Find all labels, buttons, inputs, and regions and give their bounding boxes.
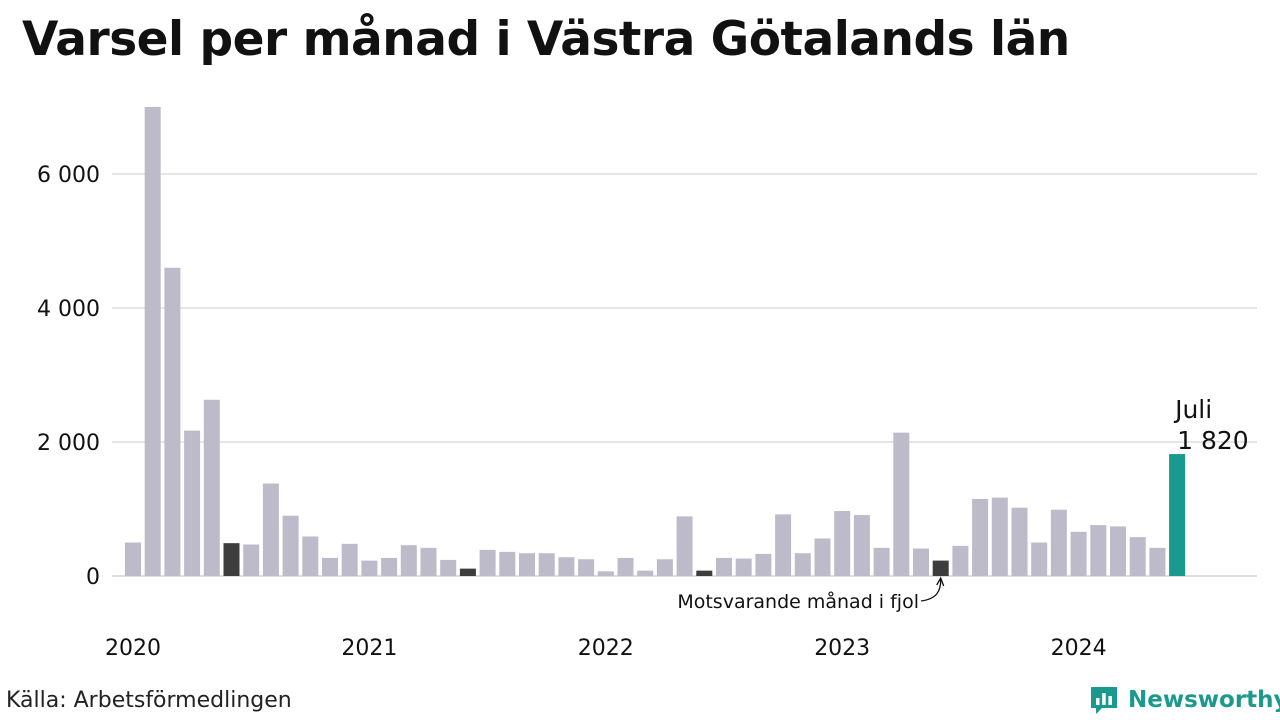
bar: [893, 432, 910, 576]
bar: [400, 545, 417, 576]
y-tick-label: 2 000: [37, 431, 100, 456]
bar: [853, 515, 870, 576]
bar: [420, 547, 437, 576]
bar: [972, 498, 989, 576]
bar-previous-year: [932, 560, 949, 576]
x-tick-label: 2024: [1051, 636, 1107, 661]
x-axis: 2020 2021 2022 2023 2024: [105, 636, 1107, 661]
bars: [125, 107, 1186, 576]
bar: [144, 107, 161, 576]
bar: [1129, 537, 1146, 576]
bar: [676, 516, 693, 576]
source-label: Källa: Arbetsförmedlingen: [6, 688, 292, 713]
bar: [716, 557, 732, 576]
bar: [794, 553, 811, 576]
bar: [1050, 509, 1067, 576]
brand-logo[interactable]: Newsworthy: [1088, 684, 1280, 716]
bar: [341, 543, 358, 576]
bar: [164, 267, 181, 576]
bar: [184, 430, 201, 576]
y-tick-label: 0: [86, 565, 100, 590]
x-tick-label: 2021: [341, 636, 397, 661]
previous-year-label: Motsvarande månad i fjol: [677, 590, 919, 613]
bar: [656, 559, 673, 576]
bar-current: [1169, 454, 1186, 576]
bar: [637, 570, 654, 576]
bar: [913, 548, 929, 576]
bar: [381, 557, 398, 576]
bar: [1149, 547, 1166, 576]
bar-previous-year: [459, 568, 476, 576]
bar: [519, 553, 535, 576]
y-tick-label: 4 000: [37, 297, 100, 322]
bar: [1070, 531, 1087, 576]
bar: [243, 544, 260, 576]
bar-previous-year: [223, 543, 240, 576]
bar: [302, 536, 319, 576]
bar: [578, 559, 595, 576]
bar: [1031, 542, 1048, 576]
bar: [952, 545, 969, 576]
x-tick-label: 2023: [814, 636, 870, 661]
y-axis: 0 2 000 4 000 6 000: [37, 163, 100, 590]
annotation-arrow: [920, 578, 942, 602]
bar: [873, 547, 890, 576]
bar-chart: 0 2 000 4 000 6 000 2020 2021 2022 2023 2024 Ju…: [37, 107, 1257, 661]
bar: [597, 571, 614, 576]
annotation-arrowhead: [936, 576, 945, 587]
current-value-label: 1 820: [1177, 426, 1249, 455]
bar: [558, 557, 575, 576]
chart-title: Varsel per månad i Västra Götalands län: [22, 12, 1070, 67]
bar: [262, 483, 279, 576]
bar: [1110, 526, 1126, 576]
bar: [322, 557, 338, 576]
bar: [814, 538, 831, 576]
y-tick-label: 6 000: [37, 163, 100, 188]
bar: [991, 497, 1008, 576]
bar: [755, 553, 772, 576]
bar: [1090, 525, 1107, 576]
bar: [479, 549, 496, 576]
bar: [440, 559, 457, 576]
chart-bubble-icon: [1091, 687, 1117, 714]
bar: [203, 399, 220, 576]
current-month-label: Juli: [1173, 395, 1212, 424]
bar: [125, 542, 141, 576]
brand-name: Newsworthy: [1128, 687, 1280, 713]
bar-previous-year: [696, 570, 713, 576]
bar: [538, 553, 555, 576]
bar: [617, 557, 634, 576]
x-tick-label: 2020: [105, 636, 161, 661]
x-tick-label: 2022: [578, 636, 634, 661]
bar: [775, 514, 792, 576]
bar: [361, 560, 378, 576]
bar: [1011, 507, 1028, 576]
bar: [834, 511, 851, 576]
bar: [735, 558, 752, 576]
bar: [499, 551, 516, 576]
bar: [282, 515, 299, 576]
